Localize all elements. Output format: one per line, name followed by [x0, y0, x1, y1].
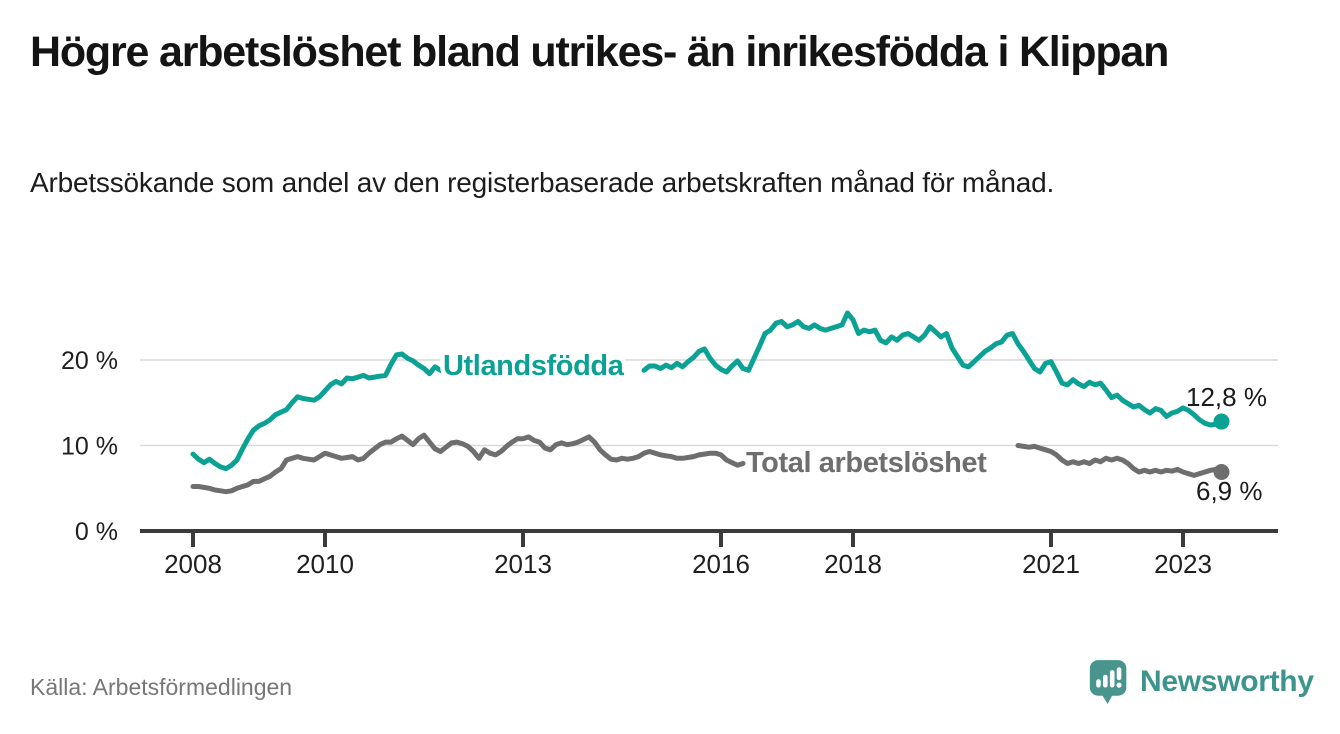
x-axis-label-2013: 2013	[494, 549, 552, 579]
series-line-utlandsfodda-2	[641, 310, 1224, 428]
logo-exclamation-dot	[1116, 682, 1122, 688]
page-title: Högre arbetslöshet bland utrikes- än inr…	[30, 28, 1169, 76]
x-axis-label-2021: 2021	[1022, 549, 1080, 579]
series-label-utlandsfodda: Utlandsfödda	[443, 350, 625, 382]
series-line-utlandsfodda-1	[190, 351, 449, 472]
unemployment-line-chart: 0 % 10 % 20 % Utlandsfödda 12,8 % Total arbet…	[61, 310, 1278, 579]
newsworthy-logo-icon	[1089, 660, 1127, 704]
x-axis-label-2023: 2023	[1154, 549, 1212, 579]
end-value-label-total: 6,9 %	[1196, 476, 1263, 506]
end-dot-utlandsfodda	[1213, 413, 1230, 430]
series-label-total: Total arbetslöshet	[746, 447, 987, 479]
logo-bar-large	[1109, 670, 1115, 688]
x-axis-label-2010: 2010	[296, 549, 354, 579]
y-axis-label-0: 0 %	[75, 518, 118, 546]
series-line-total-1	[190, 432, 746, 495]
newsworthy-logo-text: Newsworthy	[1140, 665, 1314, 698]
y-axis-label-20: 20 %	[61, 347, 118, 375]
page-subtitle: Arbetssökande som andel av den registerb…	[30, 167, 1055, 198]
end-dot-total	[1213, 464, 1230, 481]
source-note: Källa: Arbetsförmedlingen	[30, 674, 293, 700]
x-axis-label-2018: 2018	[824, 549, 882, 579]
logo-bar-medium	[1103, 674, 1108, 688]
logo-bar-small	[1096, 679, 1101, 688]
logo-exclamation-bar	[1116, 667, 1122, 681]
x-axis-label-2016: 2016	[692, 549, 750, 579]
x-axis-label-2008: 2008	[164, 549, 222, 579]
logo-bubble-tail	[1100, 692, 1114, 704]
end-value-label-utlandsfodda: 12,8 %	[1186, 382, 1267, 412]
series-line-total-2	[1015, 443, 1224, 478]
y-axis-label-10: 10 %	[61, 433, 118, 461]
newsworthy-logo: Newsworthy	[1088, 657, 1314, 707]
